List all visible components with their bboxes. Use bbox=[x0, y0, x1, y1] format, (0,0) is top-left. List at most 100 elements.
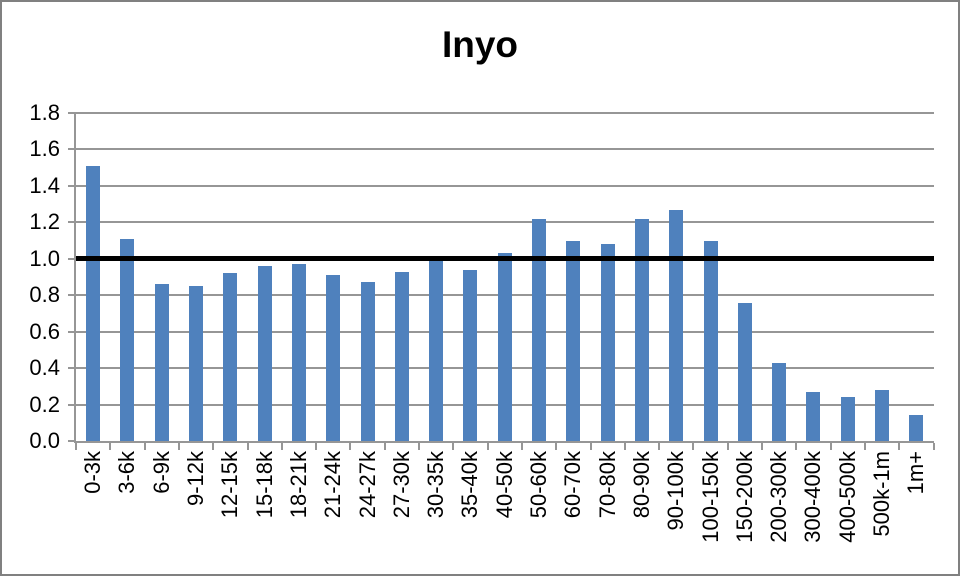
y-axis-tick bbox=[68, 330, 76, 333]
x-axis-tick bbox=[932, 443, 935, 450]
y-tick-label: 0.0 bbox=[29, 428, 60, 453]
y-tick-label: 0.6 bbox=[29, 318, 60, 344]
bar-12-15k bbox=[223, 273, 238, 441]
bar-300-400k bbox=[806, 391, 821, 441]
x-tick-label: 1m+ bbox=[903, 451, 929, 495]
y-gridline bbox=[76, 221, 934, 224]
reference-line bbox=[76, 256, 934, 262]
x-tick-label: 9-12k bbox=[183, 451, 209, 507]
y-axis-tick bbox=[68, 367, 76, 370]
x-tick-label: 27-30k bbox=[388, 451, 414, 519]
x-tick-label: 200-300k bbox=[766, 451, 792, 543]
x-tick-label: 60-70k bbox=[560, 451, 586, 519]
bar-21-24k bbox=[326, 275, 341, 441]
bar-15-18k bbox=[257, 266, 272, 441]
x-tick-label: 100-150k bbox=[697, 451, 723, 543]
x-axis-tick bbox=[315, 443, 318, 450]
y-gridline bbox=[76, 184, 934, 187]
y-tick-label: 1.0 bbox=[29, 245, 60, 271]
x-tick-label: 15-18k bbox=[251, 451, 277, 519]
x-axis-tick bbox=[726, 443, 729, 450]
x-axis-tick bbox=[863, 443, 866, 450]
bar-3-6k bbox=[120, 238, 135, 441]
x-tick-label: 150-200k bbox=[731, 451, 757, 543]
x-axis-tick bbox=[555, 443, 558, 450]
x-axis-tick bbox=[761, 443, 763, 450]
y-axis-tick bbox=[68, 148, 76, 151]
y-axis-tick bbox=[68, 112, 76, 114]
x-axis-tick bbox=[658, 443, 661, 450]
y-tick-label: 1.2 bbox=[29, 209, 60, 235]
x-tick-label: 35-40k bbox=[457, 451, 483, 519]
x-axis-tick bbox=[486, 443, 489, 450]
bar-9-12k bbox=[189, 286, 204, 441]
y-axis-tick bbox=[68, 257, 76, 260]
x-axis-tick bbox=[829, 443, 832, 450]
x-axis-tick bbox=[520, 443, 523, 450]
x-axis-tick bbox=[280, 443, 283, 450]
x-axis-tick bbox=[212, 443, 215, 450]
bar-90-100k bbox=[669, 209, 684, 441]
x-axis-tick bbox=[418, 443, 420, 450]
y-axis-line bbox=[74, 113, 76, 443]
bar-24-27k bbox=[360, 282, 375, 441]
bar-50-60k bbox=[532, 218, 547, 441]
x-tick-label: 3-6k bbox=[114, 451, 140, 494]
y-tick-label: 0.8 bbox=[29, 282, 60, 308]
x-axis-tick bbox=[589, 443, 592, 450]
bar-18-21k bbox=[291, 264, 306, 441]
x-tick-label: 30-35k bbox=[423, 451, 449, 519]
y-tick-label: 1.8 bbox=[29, 100, 60, 125]
x-tick-label: 400-500k bbox=[834, 451, 860, 543]
y-tick-label: 1.6 bbox=[29, 136, 60, 162]
x-tick-label: 18-21k bbox=[285, 451, 311, 519]
bar-200-300k bbox=[772, 362, 787, 441]
x-axis-tick bbox=[898, 443, 901, 450]
bar-100-150k bbox=[703, 240, 718, 441]
y-axis-tick bbox=[68, 184, 76, 187]
x-axis-tick bbox=[246, 443, 249, 450]
x-axis-tick bbox=[692, 443, 695, 450]
x-axis-tick bbox=[623, 443, 626, 450]
x-tick-label: 300-400k bbox=[800, 451, 826, 543]
x-axis-tick bbox=[109, 443, 112, 450]
x-axis-line bbox=[74, 441, 934, 443]
bar-6-9k bbox=[154, 284, 169, 441]
x-tick-label: 12-15k bbox=[217, 451, 243, 519]
y-axis-tick bbox=[68, 294, 76, 297]
bar-500k-1m bbox=[875, 389, 890, 441]
y-tick-label: 1.4 bbox=[29, 172, 60, 198]
x-axis-tick bbox=[143, 443, 146, 450]
bar-400-500k bbox=[840, 397, 855, 441]
bar-27-30k bbox=[394, 271, 409, 441]
bar-0-3k bbox=[86, 165, 101, 441]
bar-150-200k bbox=[737, 302, 752, 441]
x-axis-tick bbox=[452, 443, 455, 450]
x-tick-label: 70-80k bbox=[594, 451, 620, 519]
y-axis-tick bbox=[68, 221, 76, 224]
x-tick-label: 40-50k bbox=[491, 451, 517, 519]
y-tick-label: 0.2 bbox=[29, 391, 60, 417]
bar-80-90k bbox=[634, 218, 649, 441]
x-tick-label: 80-90k bbox=[628, 451, 654, 519]
x-tick-label: 6-9k bbox=[148, 451, 174, 494]
x-axis-tick bbox=[383, 443, 386, 450]
x-tick-label: 50-60k bbox=[526, 451, 552, 519]
x-axis-tick bbox=[795, 443, 798, 450]
x-axis-tick bbox=[349, 443, 352, 450]
chart-title: Inyo bbox=[441, 24, 519, 65]
x-tick-label: 500k-1m bbox=[869, 451, 895, 537]
bar-1m+ bbox=[909, 415, 924, 441]
y-axis-tick bbox=[68, 440, 76, 442]
bar-60-70k bbox=[566, 240, 581, 441]
y-gridline bbox=[76, 112, 934, 114]
y-gridline bbox=[76, 148, 934, 151]
y-axis-tick bbox=[68, 403, 76, 406]
bar-70-80k bbox=[600, 244, 615, 441]
bar-40-50k bbox=[497, 253, 512, 441]
x-tick-label: 24-27k bbox=[354, 451, 380, 519]
x-axis-tick bbox=[75, 443, 77, 450]
x-tick-label: 0-3k bbox=[80, 451, 106, 494]
